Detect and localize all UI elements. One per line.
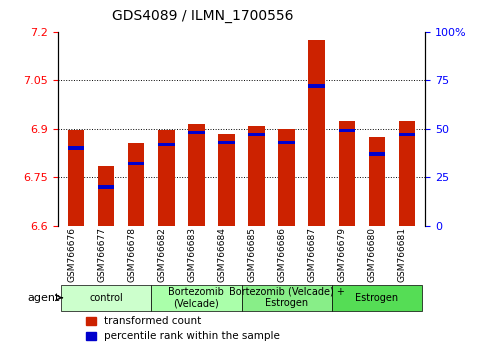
Bar <box>309 40 325 226</box>
Text: GSM766686: GSM766686 <box>278 227 286 282</box>
Text: GSM766676: GSM766676 <box>67 227 76 282</box>
Bar <box>398 121 415 226</box>
FancyBboxPatch shape <box>61 285 151 310</box>
Bar <box>369 152 385 156</box>
Text: GSM766684: GSM766684 <box>217 227 227 282</box>
Bar <box>309 84 325 88</box>
Text: Estrogen: Estrogen <box>355 293 398 303</box>
Bar <box>248 133 265 136</box>
Bar <box>278 141 295 144</box>
Text: agent: agent <box>27 293 59 303</box>
Bar <box>68 147 85 150</box>
Bar <box>98 185 114 189</box>
Text: GSM766680: GSM766680 <box>368 227 377 282</box>
FancyBboxPatch shape <box>242 285 332 310</box>
FancyBboxPatch shape <box>151 285 242 310</box>
Bar <box>188 124 205 226</box>
Bar <box>158 130 174 226</box>
Bar <box>128 143 144 226</box>
Text: GSM766685: GSM766685 <box>248 227 256 282</box>
Text: GSM766678: GSM766678 <box>127 227 136 282</box>
Legend: transformed count, percentile rank within the sample: transformed count, percentile rank withi… <box>82 312 284 346</box>
Bar <box>188 131 205 135</box>
Text: Bortezomib
(Velcade): Bortezomib (Velcade) <box>169 287 224 308</box>
Text: Bortezomib (Velcade) +
Estrogen: Bortezomib (Velcade) + Estrogen <box>228 287 344 308</box>
Text: GSM766677: GSM766677 <box>97 227 106 282</box>
Bar <box>218 141 235 144</box>
Text: GSM766687: GSM766687 <box>308 227 317 282</box>
FancyBboxPatch shape <box>332 285 422 310</box>
Text: GSM766683: GSM766683 <box>187 227 197 282</box>
Bar <box>218 134 235 226</box>
Bar <box>369 137 385 226</box>
Text: GDS4089 / ILMN_1700556: GDS4089 / ILMN_1700556 <box>112 9 294 23</box>
Bar <box>339 121 355 226</box>
Bar <box>339 129 355 132</box>
Text: GSM766679: GSM766679 <box>338 227 347 282</box>
Bar <box>68 130 85 226</box>
Bar <box>248 126 265 226</box>
Text: control: control <box>89 293 123 303</box>
Text: GSM766681: GSM766681 <box>398 227 407 282</box>
Bar <box>98 166 114 226</box>
Bar <box>158 143 174 146</box>
Bar <box>128 162 144 165</box>
Bar <box>278 129 295 226</box>
Bar <box>398 133 415 136</box>
Text: GSM766682: GSM766682 <box>157 227 166 282</box>
